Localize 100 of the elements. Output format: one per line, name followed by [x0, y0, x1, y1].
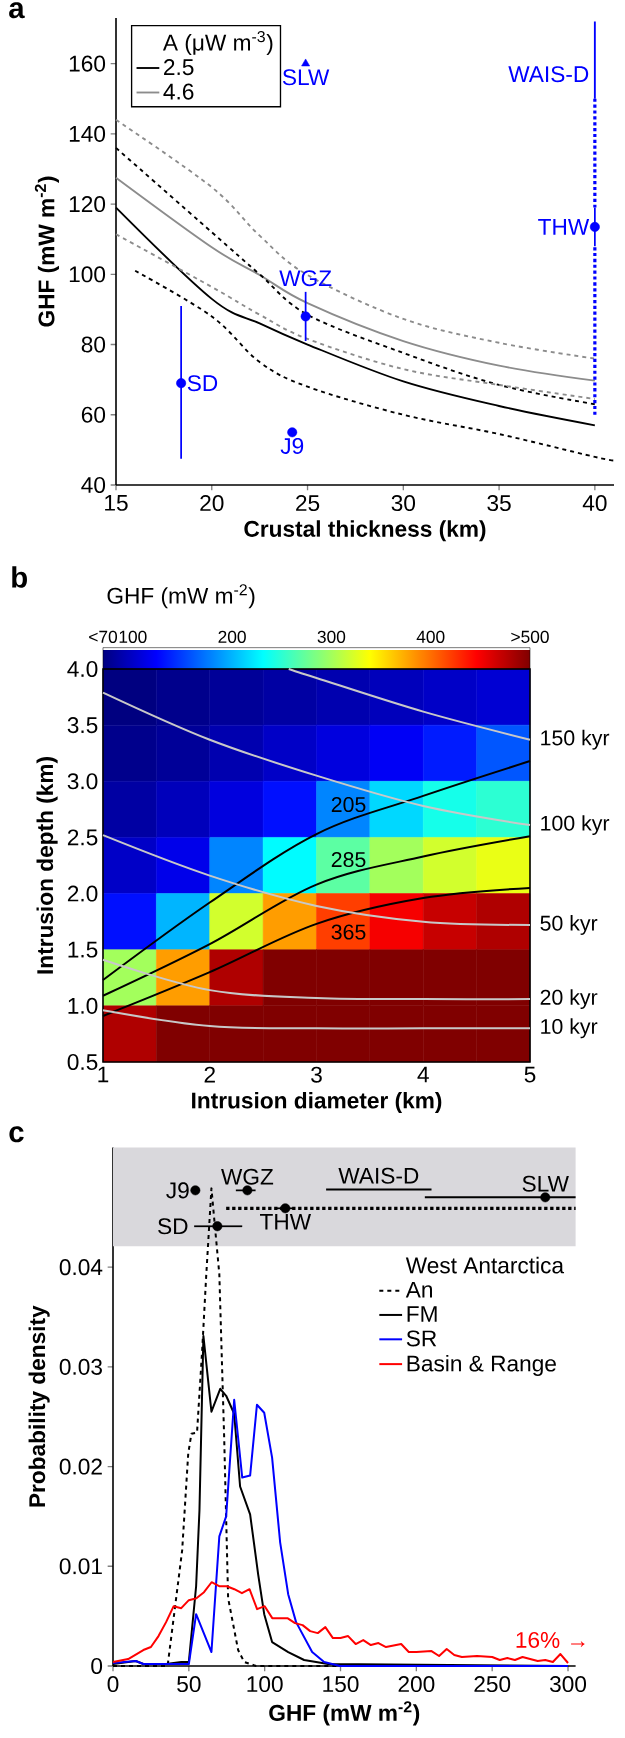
y-tick-label: 120	[69, 196, 106, 213]
x-tick-label: 5	[524, 1066, 536, 1083]
legend-label: FM	[407, 1306, 437, 1322]
x-tick-label: 25	[296, 495, 320, 512]
x-tick-label: 35	[487, 495, 511, 512]
text: b	[12, 566, 27, 588]
color-bar-label: 300	[317, 630, 346, 643]
y-axis-title: Intrusion depth (km)	[36, 757, 58, 974]
x-tick-label: 40	[582, 495, 607, 512]
annotation: 100 kyr	[541, 815, 610, 836]
x-tick-label: 250	[474, 1676, 511, 1693]
x-tick-label: 300	[549, 1676, 587, 1693]
annotation: 285	[331, 852, 366, 868]
x-tick-label: 200	[398, 1676, 435, 1693]
annotation: WAIS-D	[508, 66, 589, 83]
legend-label: 4.6	[163, 83, 194, 100]
color-bar-label: 400	[416, 630, 445, 643]
annotation: SLW	[522, 1175, 569, 1192]
y-tick-label: 4.0	[67, 660, 98, 678]
annotation: J9	[280, 437, 304, 454]
y-tick-label: 1.5	[68, 941, 98, 958]
annotation: 10 kyr	[541, 1018, 598, 1039]
annotation: WGZ	[279, 270, 332, 287]
text: c	[9, 1126, 24, 1143]
point	[280, 1203, 291, 1214]
annotation: THW	[260, 1213, 312, 1230]
legend-title: A (μW m$^{-3}$)	[162, 30, 273, 56]
point	[300, 311, 311, 322]
line-series	[115, 118, 596, 360]
legend-label: Basin & Range	[407, 1354, 556, 1377]
color-bar-label: >500	[511, 630, 549, 643]
legend-title: West Antarctica	[405, 1256, 565, 1274]
point	[190, 1185, 201, 1196]
line-series	[112, 1398, 570, 1667]
text: a	[9, 2, 25, 19]
point	[540, 1192, 551, 1203]
annotation: WAIS-D	[338, 1167, 419, 1184]
line-series	[102, 691, 531, 827]
legend-label: SR	[406, 1330, 437, 1347]
y-tick-label: 3.0	[67, 773, 98, 790]
y-tick-label: 0.03	[59, 1358, 102, 1375]
x-axis-title: Intrusion diameter (km)	[192, 1091, 442, 1114]
y-tick-label: 2.5	[67, 829, 98, 846]
point	[301, 58, 310, 67]
y-tick-label: 100	[69, 266, 106, 283]
y-tick-label: 0.01	[59, 1558, 102, 1575]
y-axis-title: GHF (mW m$^{-2}$)	[34, 176, 59, 327]
annotation: 20 kyr	[540, 989, 598, 1010]
x-tick-label: 15	[105, 495, 128, 511]
x-axis-title: GHF (mW m$^{-2}$)	[269, 1701, 420, 1726]
legend-label: 2.5	[164, 59, 194, 76]
x-tick-label: 2	[204, 1066, 215, 1083]
y-tick-label: 3.5	[67, 717, 98, 734]
line-series	[102, 958, 531, 1001]
annotation: J9	[166, 1182, 189, 1199]
point	[242, 1185, 253, 1196]
point	[287, 427, 298, 438]
color-bar-label: 100	[119, 630, 147, 643]
annotation: 365	[331, 924, 366, 940]
y-tick-label: 1.0	[68, 997, 98, 1014]
x-tick-label: 150	[323, 1676, 359, 1693]
line-series	[134, 269, 615, 462]
line-series	[115, 233, 596, 400]
annotation: 205	[331, 797, 366, 813]
annotation: 50 kyr	[540, 915, 598, 935]
x-tick-label: 30	[391, 495, 416, 512]
y-tick-label: 160	[69, 55, 106, 72]
annotation: SD	[187, 375, 218, 392]
annotation: SD	[158, 1218, 188, 1235]
y-tick-label: 80	[81, 336, 106, 353]
line-series	[102, 834, 531, 926]
y-tick-label: 0.04	[59, 1259, 103, 1276]
annotation: THW	[538, 219, 590, 235]
y-tick-label: 60	[81, 406, 106, 423]
color-bar-label: <70	[89, 630, 118, 643]
x-tick-label: 20	[200, 495, 224, 512]
point	[589, 221, 600, 232]
color-bar-title: GHF (mW m$^{-2}$)	[107, 584, 255, 609]
x-axis-title: Crustal thickness (km)	[244, 520, 486, 542]
y-tick-label: 0	[91, 1657, 103, 1675]
point	[176, 378, 187, 389]
annotation: SLW	[282, 69, 330, 86]
color-bar-label: 200	[218, 630, 246, 643]
y-tick-label: 40	[81, 476, 106, 494]
legend-label: An	[405, 1281, 432, 1298]
x-tick-label: 50	[177, 1676, 201, 1693]
x-tick-label: 100	[247, 1676, 283, 1693]
y-tick-label: 0.5	[67, 1053, 98, 1071]
annotation: 150 kyr	[541, 729, 610, 750]
x-tick-label: 0	[107, 1676, 119, 1693]
annotation: 16% →	[516, 1631, 585, 1649]
annotation: WGZ	[221, 1168, 274, 1185]
y-axis-title: Probability density	[28, 1305, 50, 1507]
y-tick-label: 140	[69, 125, 106, 142]
x-tick-label: 3	[311, 1066, 322, 1083]
line-series	[287, 667, 531, 741]
point	[212, 1221, 223, 1232]
y-tick-label: 2.0	[67, 885, 98, 902]
x-tick-label: 1	[98, 1066, 109, 1083]
x-tick-label: 4	[417, 1066, 429, 1083]
